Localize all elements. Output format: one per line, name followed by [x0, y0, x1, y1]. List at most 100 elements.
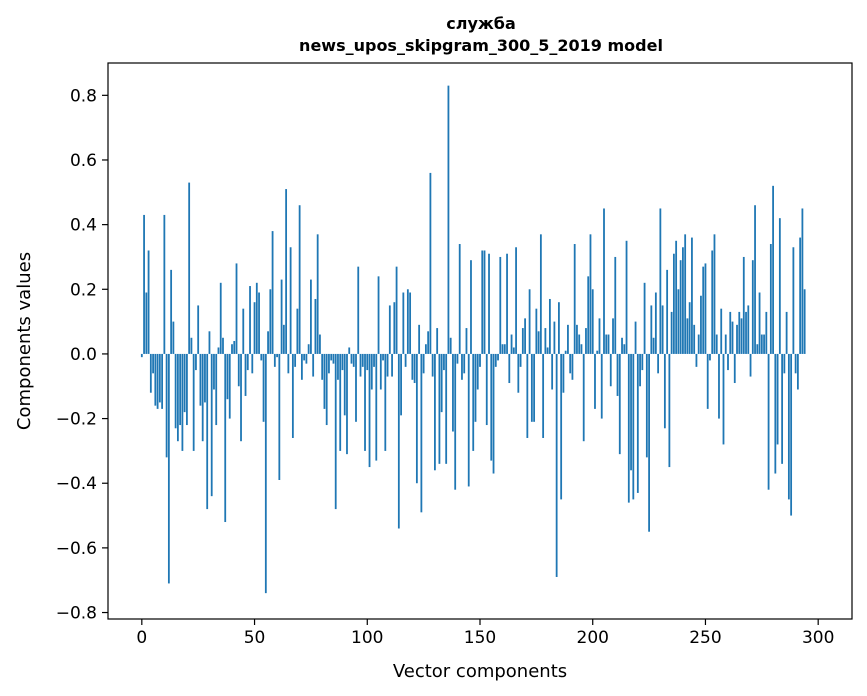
- bar: [693, 324, 696, 354]
- bar: [661, 305, 664, 354]
- bar: [476, 353, 479, 390]
- bar: [183, 353, 186, 413]
- bar: [237, 353, 240, 387]
- y-tick-label: −0.8: [56, 604, 97, 624]
- bar: [222, 337, 224, 354]
- bar: [328, 353, 330, 374]
- bar: [445, 353, 448, 464]
- bar: [675, 240, 678, 354]
- bar: [242, 308, 245, 354]
- bar: [720, 308, 723, 354]
- bar: [560, 353, 563, 500]
- chart-subtitle: news_upos_skipgram_300_5_2019 model: [299, 36, 663, 55]
- bar: [355, 353, 357, 422]
- bar: [357, 266, 360, 354]
- bar: [228, 353, 231, 419]
- bar: [519, 353, 522, 367]
- bar: [152, 353, 154, 374]
- bar: [485, 353, 488, 426]
- bar: [434, 353, 436, 471]
- bar: [700, 295, 702, 354]
- bar: [492, 353, 495, 474]
- bar: [176, 353, 179, 442]
- bar: [452, 353, 454, 432]
- bar: [742, 256, 745, 354]
- bar: [271, 231, 274, 354]
- bar: [695, 353, 698, 367]
- bar: [796, 353, 799, 390]
- bar: [499, 256, 502, 354]
- bar: [278, 353, 281, 480]
- bar: [206, 353, 209, 510]
- bar: [316, 234, 319, 354]
- bar: [747, 305, 750, 354]
- bar: [618, 353, 621, 455]
- bar: [406, 289, 409, 354]
- bar: [154, 353, 157, 406]
- bar: [325, 353, 328, 426]
- bar: [246, 353, 249, 371]
- y-axis-label: Components values: [14, 252, 35, 430]
- bar: [803, 289, 806, 354]
- bar: [609, 353, 612, 387]
- bar: [781, 353, 784, 464]
- bar: [600, 353, 603, 419]
- bar: [627, 353, 630, 503]
- bar: [652, 337, 655, 354]
- bar: [567, 324, 569, 354]
- bar: [231, 344, 233, 354]
- bar: [510, 334, 513, 354]
- bar: [341, 353, 344, 371]
- bar: [682, 247, 684, 354]
- bar: [643, 282, 646, 354]
- bar: [287, 353, 290, 374]
- x-axis-label: Vector components: [393, 661, 567, 682]
- bar: [503, 344, 506, 354]
- bar: [706, 353, 709, 409]
- bar: [163, 214, 166, 354]
- bar: [368, 353, 371, 468]
- bar: [364, 353, 366, 451]
- x-tick-label: 200: [577, 628, 609, 648]
- bar: [424, 344, 427, 354]
- bar: [303, 353, 306, 361]
- bar: [391, 353, 393, 377]
- bar: [188, 182, 191, 354]
- bar: [470, 260, 472, 354]
- bar: [612, 318, 614, 354]
- bar: [772, 185, 774, 354]
- bar: [641, 353, 644, 371]
- bar: [251, 353, 254, 374]
- bar: [722, 353, 725, 445]
- bar: [686, 318, 689, 354]
- bar: [645, 353, 648, 458]
- bar: [149, 353, 152, 393]
- bar: [571, 353, 574, 380]
- y-tick-label: 0.8: [70, 86, 97, 106]
- bar: [217, 347, 220, 354]
- bar: [494, 353, 497, 367]
- bar: [539, 234, 542, 354]
- bar: [337, 353, 339, 380]
- bar: [388, 305, 391, 354]
- bar: [240, 353, 242, 442]
- bar: [321, 353, 324, 380]
- bar: [528, 289, 531, 354]
- bar: [648, 353, 650, 532]
- bar: [654, 292, 657, 354]
- bar: [751, 260, 754, 354]
- bar: [361, 353, 364, 367]
- bar: [754, 205, 756, 354]
- y-tick-label: 0.4: [70, 216, 97, 236]
- bar: [174, 353, 177, 429]
- bar: [420, 353, 423, 513]
- bar: [756, 344, 759, 354]
- bar: [625, 240, 628, 354]
- bar: [636, 353, 639, 493]
- bar: [276, 353, 278, 358]
- bar: [691, 237, 693, 354]
- bar: [530, 353, 533, 422]
- bar: [729, 311, 732, 354]
- x-tick-label: 150: [464, 628, 496, 648]
- x-tick-label: 250: [689, 628, 721, 648]
